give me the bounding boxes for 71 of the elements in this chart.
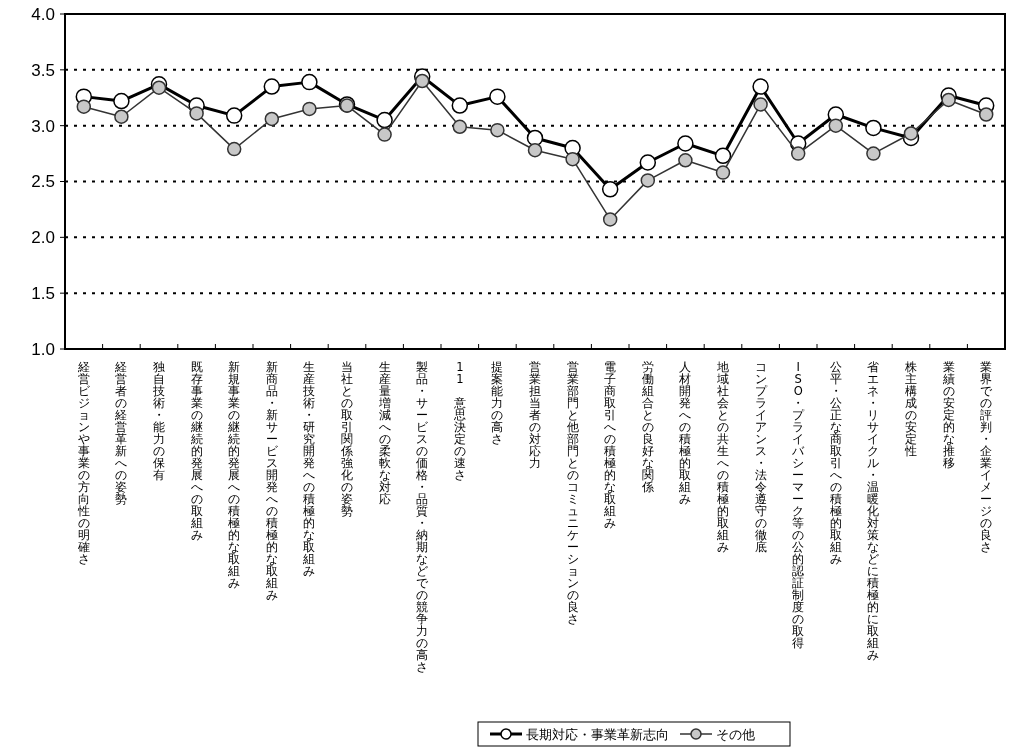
y-tick-label: 2.5 xyxy=(31,172,55,192)
point xyxy=(639,154,657,171)
point xyxy=(903,126,919,141)
point xyxy=(677,135,694,152)
legend-label: その他 xyxy=(716,726,755,742)
point xyxy=(565,151,580,167)
y-tick-label: 3.0 xyxy=(31,116,55,136)
point xyxy=(828,118,844,133)
y-tick-label: 4.0 xyxy=(31,4,55,24)
y-tick-label: 2.0 xyxy=(31,228,55,248)
point xyxy=(752,78,769,95)
point xyxy=(376,111,393,129)
x-tick-label: 株主構成の安定性 xyxy=(904,360,917,459)
point xyxy=(264,111,280,127)
category-label: 製品・サービスの価格・品質・納期などでの競争力の高さ xyxy=(416,360,429,675)
category-label: 電子商取引への積極的な取組み xyxy=(604,360,617,531)
category-label: 労働組合との良好な関係 xyxy=(641,360,654,495)
category-label: 11 意思決定の速さ xyxy=(453,360,466,483)
y-tick-label: 1.5 xyxy=(31,284,55,304)
point xyxy=(640,173,656,188)
category-label: 業績の安定的な推移 xyxy=(942,360,955,471)
category-label: 新商品・新サービス開発への積極的な取組み xyxy=(265,360,278,603)
point xyxy=(113,92,130,110)
category-label: 既存事業の継続的発展への取組み xyxy=(190,360,203,543)
point xyxy=(377,127,392,142)
category-label: 省エネ・リサイクル・温暖化対策などに積極的に取組み xyxy=(867,360,880,663)
point xyxy=(714,147,732,165)
category-label: 生産技術・研究開発への積極的な取組み xyxy=(303,360,316,579)
category-label: 地域社会との共生への積極的取組み xyxy=(717,360,729,555)
category-label: 経営ビジョンや事業の方向性の明確さ xyxy=(77,360,90,567)
point xyxy=(790,146,806,161)
legend-label: 長期対応・事業革新志向 xyxy=(526,726,669,742)
point xyxy=(263,78,281,95)
category-label: ISO・プライバシーマーク等の公的認証制度の取得 xyxy=(792,360,805,651)
point xyxy=(865,119,882,137)
point xyxy=(226,141,242,157)
category-label: 公平・公正な商取引への積極的取組み xyxy=(829,360,842,567)
point xyxy=(189,106,204,121)
point xyxy=(452,119,468,135)
category-label: 経営者の経営革新への姿勢 xyxy=(115,360,128,507)
point xyxy=(753,97,768,112)
point xyxy=(527,142,543,158)
point xyxy=(151,80,167,95)
point xyxy=(490,122,505,138)
point xyxy=(225,107,243,124)
point xyxy=(451,97,469,114)
point xyxy=(302,101,317,117)
point xyxy=(866,146,881,161)
y-tick-label: 1.0 xyxy=(31,339,55,359)
category-label: 人材開発への積極的取組み xyxy=(679,360,692,507)
point xyxy=(301,73,318,91)
category-label: 独自技術・能力の保有 xyxy=(153,360,165,483)
y-tick-label: 3.5 xyxy=(31,60,55,80)
category-label: 営業担当者の対応力 xyxy=(529,360,541,471)
category-label: 新規事業の継続的発展への積極的な取組み xyxy=(228,360,241,591)
point xyxy=(489,88,506,105)
point xyxy=(76,99,92,114)
point xyxy=(114,109,129,124)
point xyxy=(941,92,956,108)
category-label: 当社との取引関係強化の姿勢 xyxy=(341,360,353,519)
point xyxy=(715,165,731,180)
x-tick-label: 提案能力の高さ xyxy=(491,360,504,447)
point xyxy=(414,73,430,89)
point xyxy=(601,181,619,198)
point xyxy=(602,212,618,227)
category-label: コンプライアンス・法令遵守の徹底 xyxy=(754,360,767,555)
category-label: 生産量増減への柔軟な対応 xyxy=(378,360,391,507)
point xyxy=(678,153,693,168)
category-label: 営業部門と他部門とのコミュニケーションの良さ xyxy=(566,360,579,627)
point xyxy=(978,107,994,122)
category-label: 業界での評判・企業イメージの良さ xyxy=(980,360,993,555)
